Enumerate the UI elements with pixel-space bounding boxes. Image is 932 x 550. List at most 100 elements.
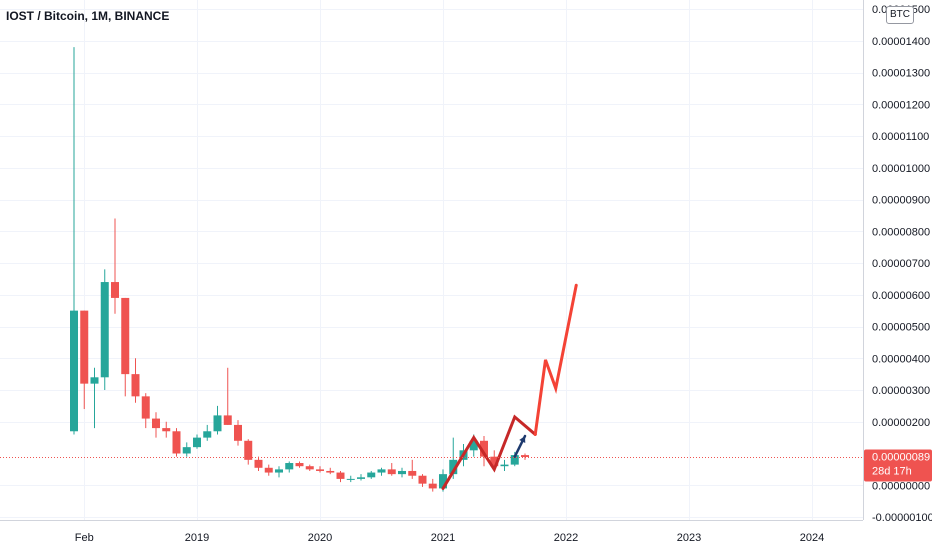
candle [428, 478, 437, 492]
price-tick-label: 0.00001200 [872, 99, 930, 111]
price-tick-label: 0.00000300 [872, 385, 930, 397]
candle-body [316, 469, 324, 471]
candle [316, 466, 324, 473]
candle-body [449, 459, 458, 475]
candle [418, 474, 427, 487]
candle [90, 367, 99, 429]
candle [203, 424, 212, 441]
price-tick-label: 0.00001400 [872, 36, 930, 48]
candle-body [408, 470, 417, 476]
price-tick-label: 0.00000700 [872, 258, 930, 270]
candle [521, 453, 529, 460]
candle-body [285, 463, 294, 470]
candle-body [121, 297, 130, 375]
candle [193, 434, 201, 449]
candle-body [480, 440, 488, 457]
candle [285, 461, 294, 473]
time-axis[interactable]: Feb 2019 2020 2021 2022 2023 2024 [75, 532, 824, 544]
time-tick-label: 2022 [554, 532, 578, 544]
drawing-arrowhead [519, 436, 526, 444]
time-tick-label: 2021 [431, 532, 455, 544]
candle [275, 466, 283, 478]
candle-body [387, 469, 396, 475]
candle-body [521, 455, 529, 457]
candle [244, 439, 253, 465]
candle [387, 463, 396, 476]
candle-body [90, 377, 99, 384]
drawing-projection-zigzag [533, 283, 578, 436]
candle-body [234, 424, 242, 441]
last-price-label: 0.00000089 28d 17h [864, 449, 932, 482]
candle-body [182, 447, 191, 454]
chart-grid [0, 0, 863, 520]
candle-body [439, 474, 447, 489]
candle-body [111, 282, 119, 298]
drawing-red-zigzag [441, 414, 537, 490]
candle-body [418, 475, 427, 484]
price-tick-label: -0.00000100 [872, 512, 932, 524]
candle-body [264, 467, 273, 473]
candle-body [336, 472, 345, 479]
time-tick-label: 2024 [800, 532, 824, 544]
price-tick-label: 0.00000600 [872, 290, 930, 302]
candle-body [80, 310, 89, 384]
candle [121, 297, 130, 397]
candle [408, 459, 417, 479]
drawings-group [441, 283, 578, 490]
candles-group [70, 47, 529, 492]
candle-body [326, 470, 335, 473]
candle [398, 467, 406, 478]
candle [80, 310, 89, 410]
candle [162, 421, 171, 438]
candle-body [152, 418, 160, 429]
last-price-label-bg [864, 449, 932, 482]
currency-badge[interactable]: BTC [886, 6, 914, 24]
candle-body [141, 396, 150, 419]
candle-body [70, 310, 78, 432]
candle-body [357, 477, 365, 479]
price-tick-label: 0.00000000 [872, 480, 930, 492]
candle-body [162, 428, 171, 432]
price-tick-label: 0.00001300 [872, 68, 930, 80]
candle [141, 393, 150, 429]
price-tick-label: 0.00001000 [872, 163, 930, 175]
time-tick-label: Feb [75, 532, 94, 544]
candle [223, 367, 232, 425]
candle [234, 420, 242, 446]
price-tick-label: 0.00000800 [872, 226, 930, 238]
candle [295, 461, 304, 468]
price-tick-label: 0.00000400 [872, 353, 930, 365]
time-tick-label: 2019 [185, 532, 209, 544]
candle [213, 405, 222, 435]
candle-body [305, 466, 314, 470]
candle [254, 456, 263, 471]
bar-countdown: 28d 17h [872, 466, 912, 478]
candle [346, 475, 355, 483]
candle-body [244, 440, 253, 460]
candle [305, 464, 314, 471]
candle [367, 470, 376, 479]
candle [111, 218, 119, 314]
price-axis[interactable]: 0.000015000.000014000.000013000.00001200… [872, 4, 932, 524]
candle-body [213, 415, 222, 432]
price-tick-label: 0.00001100 [872, 131, 929, 143]
candle-body [295, 463, 304, 467]
candle [357, 474, 365, 481]
candle-body [377, 469, 386, 473]
candle-body [367, 472, 376, 478]
price-tick-label: 0.00000200 [872, 417, 930, 429]
candle-body [193, 437, 201, 448]
candle-body [469, 440, 478, 451]
price-tick-label: 0.00000900 [872, 195, 930, 207]
candle [152, 412, 160, 438]
candle-body [131, 374, 140, 397]
candle-body [428, 483, 437, 489]
candle [182, 442, 191, 457]
candle-body [275, 469, 283, 473]
time-tick-label: 2023 [677, 532, 701, 544]
candle-body [203, 431, 212, 438]
candle-body [172, 431, 181, 454]
candle-body [500, 464, 509, 467]
candle [131, 358, 140, 403]
